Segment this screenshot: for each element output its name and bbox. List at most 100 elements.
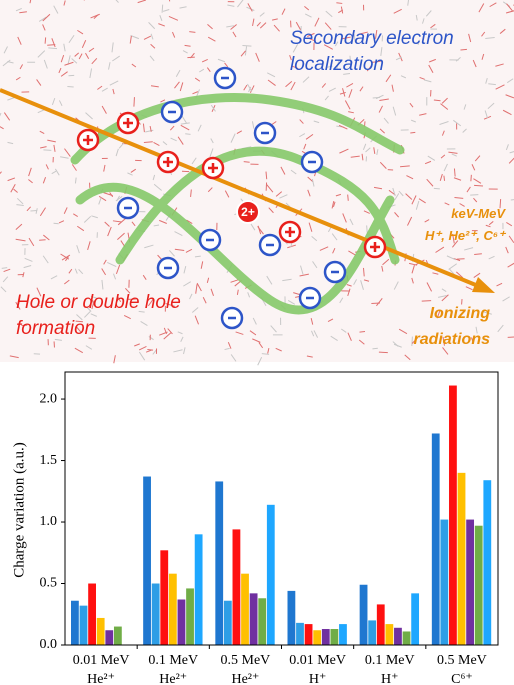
water-stick — [381, 265, 384, 272]
water-stick — [199, 68, 205, 73]
water-stick — [272, 18, 278, 21]
water-stick — [372, 347, 378, 350]
water-stick — [344, 100, 351, 110]
water-stick — [409, 102, 414, 108]
water-stick — [273, 24, 280, 32]
bar — [194, 534, 203, 645]
water-stick — [303, 143, 307, 150]
water-stick — [143, 35, 152, 40]
water-stick — [173, 349, 183, 353]
water-stick — [175, 69, 181, 78]
water-stick — [42, 24, 46, 31]
water-stick — [147, 298, 154, 307]
water-stick — [68, 34, 75, 44]
water-stick — [259, 12, 265, 17]
water-stick — [437, 295, 447, 298]
water-stick — [405, 193, 413, 200]
water-stick — [415, 200, 420, 210]
bar — [330, 629, 339, 645]
water-stick — [299, 119, 304, 124]
water-stick — [379, 161, 387, 169]
water-stick — [210, 288, 214, 296]
water-stick — [37, 50, 46, 58]
water-stick — [142, 123, 145, 133]
water-stick — [440, 154, 446, 159]
water-stick — [463, 104, 467, 110]
bar-chart: Charge variation (a.u.) 0.0 0.5 1.0 1.5 2.0 0… — [11, 371, 499, 685]
bar — [151, 583, 160, 645]
water-stick — [459, 203, 465, 207]
bar — [258, 598, 267, 645]
water-stick — [83, 215, 92, 223]
bar — [411, 593, 420, 645]
water-stick — [201, 59, 208, 63]
water-stick — [488, 83, 496, 86]
water-stick — [478, 3, 485, 13]
water-stick — [314, 17, 320, 27]
x-tick-label: 0.01 MeV — [73, 653, 130, 668]
water-stick — [127, 172, 133, 176]
water-stick — [93, 14, 99, 19]
water-stick — [266, 184, 274, 193]
water-stick — [108, 62, 111, 70]
water-stick — [179, 82, 184, 92]
water-stick — [210, 104, 216, 112]
water-stick — [502, 109, 512, 116]
water-stick — [115, 148, 119, 157]
water-stick — [505, 94, 514, 99]
water-stick — [3, 46, 8, 54]
water-stick — [292, 65, 299, 69]
water-stick — [167, 328, 173, 335]
water-stick — [406, 175, 414, 180]
water-stick — [74, 347, 84, 354]
beam-text: H⁺, He²⁺, C⁶⁺ — [425, 228, 507, 243]
bar — [105, 630, 114, 645]
water-stick — [149, 55, 155, 62]
water-stick — [488, 255, 495, 260]
water-stick — [19, 64, 24, 70]
water-stick — [267, 79, 276, 86]
water-stick — [439, 173, 443, 181]
water-stick — [407, 0, 410, 6]
water-stick — [179, 6, 187, 9]
water-stick — [502, 296, 510, 302]
water-stick — [281, 8, 286, 15]
water-stick — [448, 263, 458, 270]
bar — [186, 588, 194, 645]
water-stick — [26, 206, 32, 212]
water-stick — [194, 77, 201, 82]
water-stick — [474, 253, 482, 255]
water-stick — [63, 43, 66, 52]
water-stick — [495, 63, 504, 67]
water-stick — [168, 15, 179, 21]
water-stick — [7, 141, 14, 145]
water-stick — [186, 219, 193, 224]
water-stick — [342, 88, 346, 97]
water-stick — [189, 293, 193, 300]
water-stick — [452, 240, 459, 248]
water-stick — [76, 245, 80, 254]
water-stick — [398, 52, 403, 62]
water-stick — [411, 195, 417, 205]
water-stick — [170, 137, 177, 142]
water-stick — [365, 147, 371, 153]
water-stick — [307, 176, 314, 183]
water-stick — [258, 342, 264, 349]
water-stick — [150, 85, 159, 88]
water-stick — [227, 4, 235, 7]
water-stick — [394, 193, 400, 201]
water-stick — [330, 335, 338, 341]
water-stick — [131, 221, 136, 227]
water-stick — [169, 0, 171, 2]
water-stick — [0, 112, 2, 117]
water-stick — [347, 288, 351, 297]
water-stick — [0, 126, 4, 130]
water-stick — [256, 21, 261, 27]
bar — [160, 550, 169, 645]
y-tick-label: 1.0 — [40, 514, 58, 529]
water-stick — [60, 54, 65, 63]
water-stick — [130, 35, 140, 40]
water-stick — [61, 254, 71, 261]
water-stick — [123, 314, 131, 320]
water-stick — [265, 171, 268, 180]
